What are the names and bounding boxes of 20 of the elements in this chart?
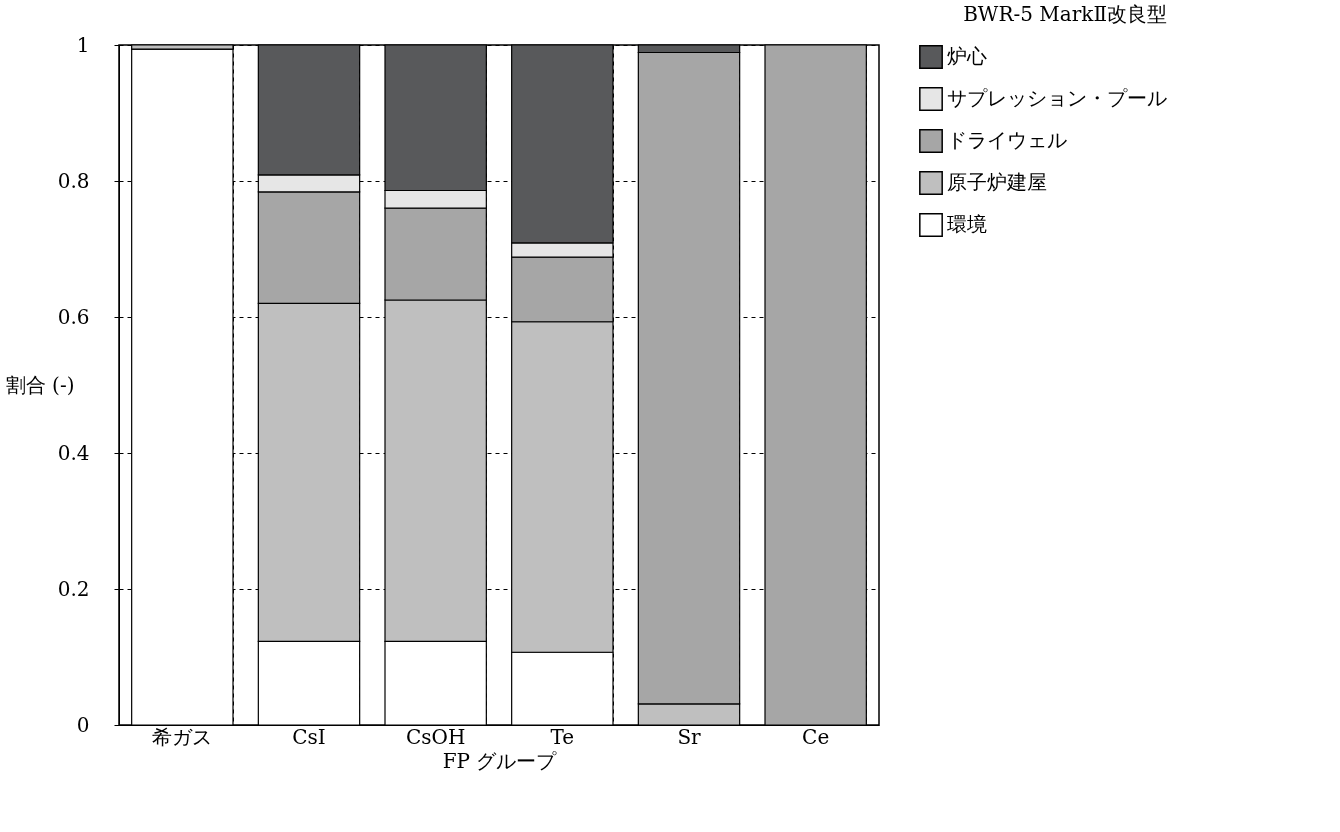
legend-label: 炉心 bbox=[947, 44, 987, 68]
y-axis-title: 割合 (-) bbox=[5, 372, 75, 397]
x-tick-label: 希ガス bbox=[152, 724, 213, 749]
y-tick-label: 0.4 bbox=[57, 440, 90, 465]
legend-label: 原子炉建屋 bbox=[947, 170, 1047, 194]
legend-label: 環境 bbox=[947, 212, 987, 236]
y-tick-label: 0.6 bbox=[57, 304, 90, 329]
text: BWR-5 MarkⅡ改良型 bbox=[963, 2, 1167, 26]
x-tick-label: CsOH bbox=[405, 724, 466, 749]
y-tick-label: 1 bbox=[76, 32, 90, 57]
x-tick-label: Sr bbox=[677, 724, 702, 749]
legend-label: ドライウェル bbox=[947, 128, 1067, 152]
y-tick-label: 0 bbox=[76, 712, 90, 737]
y-tick-label: 0.8 bbox=[57, 168, 90, 193]
x-tick-label: CsI bbox=[292, 724, 326, 749]
x-axis-title: FP グループ bbox=[442, 748, 558, 773]
x-tick-label: Te bbox=[550, 724, 575, 749]
x-tick-label: Ce bbox=[802, 724, 830, 749]
y-tick-label: 0.2 bbox=[57, 576, 90, 601]
legend-label: サプレッション・プール bbox=[947, 86, 1167, 110]
